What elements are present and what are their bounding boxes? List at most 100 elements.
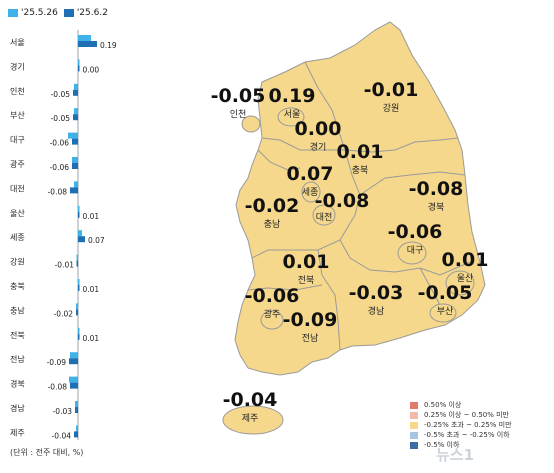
category-label: 충남 bbox=[10, 306, 25, 315]
region-value: -0.04 bbox=[223, 389, 278, 411]
bar-1 bbox=[74, 108, 78, 115]
bar-2 bbox=[78, 236, 85, 243]
region-name: 경남 bbox=[368, 305, 385, 317]
category-label: 세종 bbox=[10, 233, 25, 242]
category-label: 서울 bbox=[10, 38, 25, 47]
region-name: 인천 bbox=[230, 109, 247, 120]
data-label: -0.09 bbox=[47, 358, 67, 367]
bar-1 bbox=[75, 401, 78, 407]
daegu-shape bbox=[397, 241, 427, 265]
region-name: 전남 bbox=[302, 333, 319, 344]
region-name: 대구 bbox=[407, 245, 424, 256]
bar-2 bbox=[70, 382, 78, 389]
region-value: -0.05 bbox=[418, 282, 473, 304]
category-label: 강원 bbox=[10, 257, 25, 267]
bar-1 bbox=[69, 376, 78, 383]
legend-swatch-icon bbox=[8, 8, 18, 17]
data-label: -0.02 bbox=[54, 309, 74, 318]
bar-1 bbox=[74, 83, 78, 90]
gwangju-shape bbox=[260, 310, 284, 330]
region-value: -0.02 bbox=[245, 195, 300, 217]
data-label: 0.01 bbox=[83, 285, 100, 294]
category-label: 대구 bbox=[10, 136, 25, 145]
region-name: 대전 bbox=[316, 212, 333, 223]
bar-2 bbox=[75, 407, 78, 413]
bar-2 bbox=[70, 187, 78, 194]
data-label: -0.04 bbox=[52, 431, 72, 440]
data-label: -0.08 bbox=[48, 383, 68, 392]
region-borders bbox=[247, 61, 471, 351]
bar-2 bbox=[78, 65, 80, 72]
legend-item-series-2: '25.6.2 bbox=[63, 8, 108, 18]
region-name: 경기 bbox=[310, 141, 327, 153]
bar-1 bbox=[72, 157, 78, 163]
watermark-logo: 뉴스1 bbox=[436, 446, 475, 464]
bar-2 bbox=[73, 89, 78, 96]
category-label: 광주 bbox=[10, 159, 25, 169]
region-name: 서울 bbox=[284, 109, 301, 120]
series-legend: '25.5.26 '25.6.2 bbox=[8, 6, 108, 20]
seoul-shape bbox=[277, 107, 305, 127]
bar-1 bbox=[78, 327, 80, 334]
map-legend-row: -0.25% 초과 ~ 0.25% 미만 bbox=[410, 420, 535, 430]
map-legend-row: -0.5% 초과 ~ -0.25% 이하 bbox=[410, 430, 535, 440]
region-name: 울산 bbox=[457, 273, 474, 284]
bar-2 bbox=[78, 285, 80, 291]
region-name: 충남 bbox=[264, 219, 281, 230]
region-value: 0.00 bbox=[295, 118, 342, 140]
legend-swatch-icon bbox=[63, 8, 74, 17]
region-name: 강원 bbox=[383, 103, 400, 114]
region-name: 제주 bbox=[242, 413, 259, 424]
region-name: 충북 bbox=[352, 165, 369, 176]
bar-2 bbox=[69, 358, 78, 365]
category-label: 울산 bbox=[10, 208, 25, 218]
bar-2 bbox=[78, 41, 97, 47]
bar-1 bbox=[78, 35, 91, 41]
region-value: 0.19 bbox=[269, 85, 316, 107]
data-label: 0.07 bbox=[88, 236, 105, 245]
sejong-shape bbox=[301, 181, 321, 203]
data-label: -0.01 bbox=[55, 261, 75, 270]
region-value: -0.09 bbox=[283, 309, 338, 331]
bar-chart: 서울 0.19 경기 0.00 인천 -0.05 부산 -0.05 대구 -0.06 광주 -0.06… bbox=[10, 30, 117, 440]
bar-1 bbox=[76, 425, 78, 432]
region-value: -0.05 bbox=[211, 85, 266, 107]
bar-1 bbox=[76, 254, 78, 261]
category-label: 충북 bbox=[10, 282, 25, 291]
region-value: 0.01 bbox=[283, 251, 330, 273]
ulsan-shape bbox=[445, 270, 475, 296]
data-label: -0.08 bbox=[48, 187, 68, 196]
data-label: -0.05 bbox=[51, 90, 71, 99]
map-legend-row: 0.25% 이상 ~ 0.50% 미만 bbox=[410, 410, 535, 420]
bar-2 bbox=[76, 260, 78, 267]
bar-2 bbox=[72, 163, 78, 169]
region-value: -0.08 bbox=[409, 178, 464, 200]
bar-1 bbox=[74, 181, 78, 188]
data-label: 0.01 bbox=[83, 334, 100, 343]
category-label: 경북 bbox=[10, 379, 25, 389]
region-value: 0.01 bbox=[337, 141, 384, 163]
region-name: 전북 bbox=[298, 275, 315, 286]
bar-2 bbox=[74, 431, 78, 438]
map-regions bbox=[222, 21, 486, 435]
map-legend-row: 0.50% 이상 bbox=[410, 400, 535, 410]
bar-2 bbox=[78, 333, 80, 340]
region-name: 세종 bbox=[302, 187, 319, 198]
region-value: 0.01 bbox=[442, 249, 489, 271]
incheon-shape bbox=[241, 115, 261, 133]
bar-1 bbox=[78, 279, 80, 285]
bar-1 bbox=[78, 230, 82, 237]
busan-shape bbox=[429, 303, 457, 323]
legend-swatch-icon bbox=[410, 401, 418, 409]
bar-1 bbox=[68, 132, 78, 139]
bar-1 bbox=[78, 59, 80, 66]
legend-swatch-icon bbox=[410, 411, 418, 419]
region-value: -0.08 bbox=[315, 190, 370, 212]
data-label: 0.19 bbox=[100, 41, 117, 50]
bar-1 bbox=[78, 205, 80, 212]
category-label: 인천 bbox=[10, 86, 25, 96]
bar-1 bbox=[76, 303, 78, 310]
region-name: 부산 bbox=[437, 306, 454, 317]
